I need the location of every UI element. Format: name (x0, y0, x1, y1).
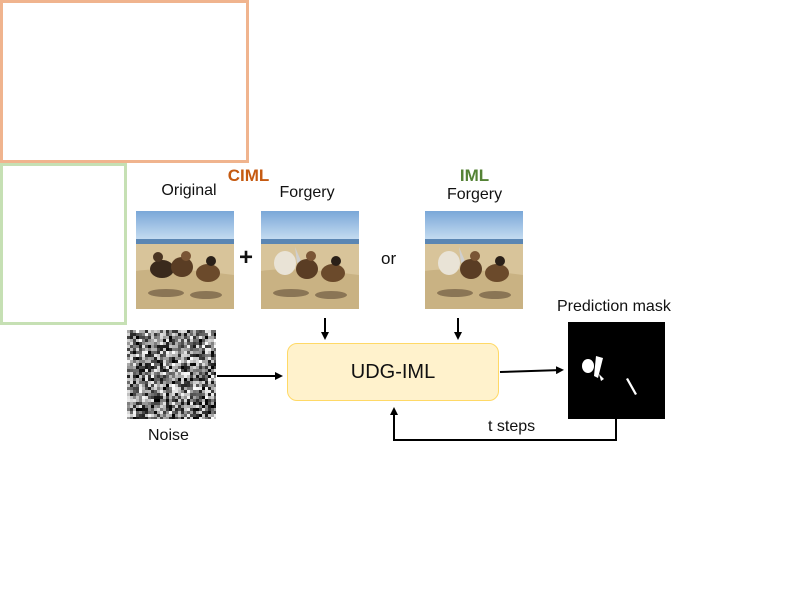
original-label: Original (161, 182, 217, 199)
ciml-forgery-label: Forgery (279, 184, 335, 201)
ciml-forgery-image (261, 211, 359, 309)
original-image (136, 211, 234, 309)
noise-label: Noise (148, 427, 189, 444)
prediction-mask-label: Prediction mask (557, 298, 671, 315)
iml-frame (0, 163, 127, 325)
t-steps-label: t steps (488, 418, 536, 435)
udg-iml-label: UDG-IML (350, 360, 436, 383)
iml-title: IML (459, 166, 490, 185)
noise-image (127, 330, 216, 419)
udg-iml-block: UDG-IML (287, 343, 499, 401)
ciml-frame (0, 0, 249, 163)
prediction-mask-image (568, 322, 665, 419)
plus-sign: + (239, 244, 254, 271)
ciml-title: CIML (227, 166, 270, 185)
or-label: or (381, 249, 397, 268)
iml-forgery-image (425, 211, 523, 309)
model-to-mask-arrow-icon (499, 366, 564, 375)
iml-forgery-label: Forgery (446, 186, 503, 203)
